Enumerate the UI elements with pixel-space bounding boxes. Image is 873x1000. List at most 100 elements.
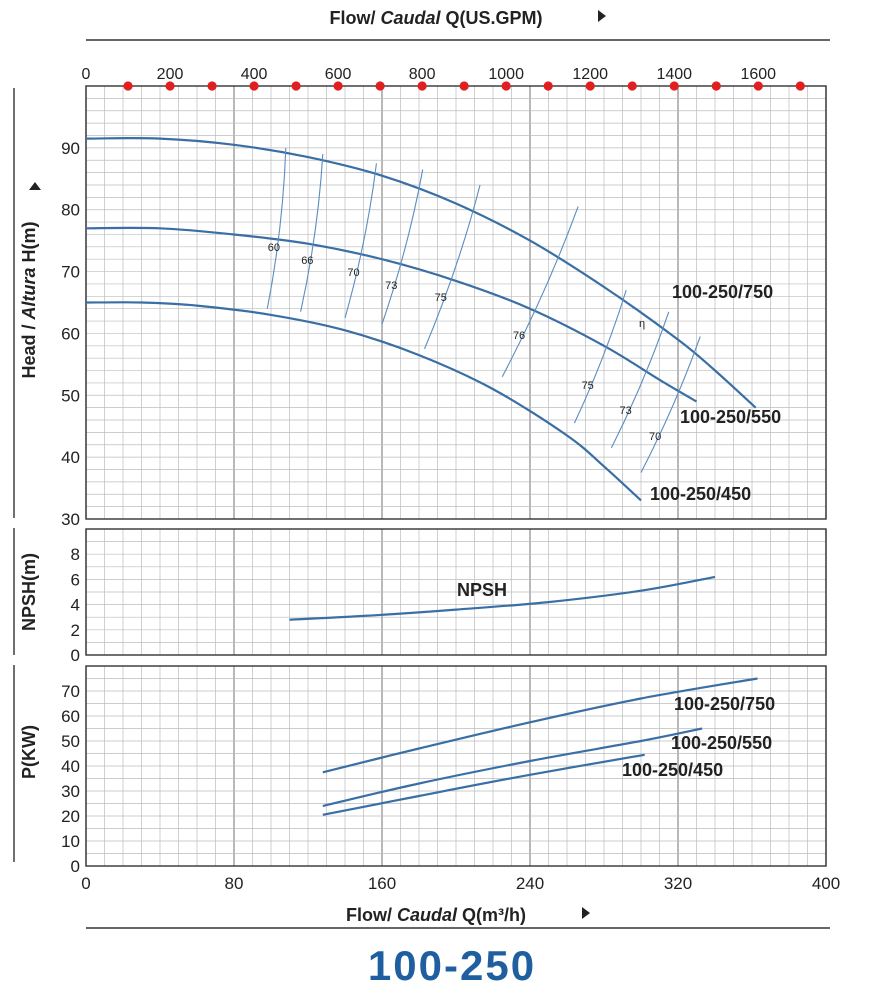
gpm-marker <box>165 81 175 91</box>
npsh-y-tick: 8 <box>71 545 80 564</box>
gpm-marker <box>501 81 511 91</box>
power-axis-title: P(KW) <box>19 725 39 779</box>
head-label-750: 100-250/750 <box>672 282 773 302</box>
grid-panel-head <box>85 85 827 520</box>
flow-x-tick: 400 <box>812 874 840 893</box>
grid-panel-npsh <box>85 528 827 656</box>
power-curve-100-250-450 <box>322 753 645 816</box>
power-label-450: 100-250/450 <box>622 760 723 780</box>
npsh-label: NPSH <box>457 580 507 600</box>
efficiency-label: 75 <box>435 292 447 304</box>
gpm-marker <box>249 81 259 91</box>
efficiency-label: 60 <box>268 242 280 254</box>
gpm-marker <box>375 81 385 91</box>
power-label-750: 100-250/750 <box>674 694 775 714</box>
gpm-marker <box>459 81 469 91</box>
efficiency-line-70 <box>344 163 377 319</box>
model-title: 100-250 <box>368 942 536 989</box>
efficiency-line-75 <box>424 184 481 350</box>
npsh-y-tick: 4 <box>71 596 80 615</box>
gpm-marker <box>123 81 133 91</box>
efficiency-line-60 <box>266 147 287 309</box>
gpm-marker <box>543 81 553 91</box>
power-y-tick: 50 <box>61 732 80 751</box>
efficiency-symbol: η <box>639 318 645 330</box>
head-axis-arrow-icon <box>29 182 41 190</box>
gpm-marker <box>207 81 217 91</box>
gpm-tick: 1600 <box>740 66 776 83</box>
efficiency-label: 66 <box>301 255 313 267</box>
gpm-marker <box>795 81 805 91</box>
efficiency-line-70 <box>640 336 701 473</box>
gpm-tick: 400 <box>241 66 268 83</box>
head-y-tick: 30 <box>61 510 80 529</box>
power-curve-100-250-550 <box>322 727 703 808</box>
npsh-axis-title: NPSH(m) <box>19 553 39 631</box>
gpm-tick: 1400 <box>656 66 692 83</box>
gpm-marker <box>291 81 301 91</box>
power-label-550: 100-250/550 <box>671 733 772 753</box>
head-y-tick: 60 <box>61 324 80 343</box>
power-y-tick: 20 <box>61 807 80 826</box>
flow-x-tick: 80 <box>225 874 244 893</box>
flow-x-tick: 160 <box>368 874 396 893</box>
head-label-450: 100-250/450 <box>650 484 751 504</box>
head-label-550: 100-250/550 <box>680 407 781 427</box>
efficiency-label: 73 <box>620 405 632 417</box>
npsh-y-tick: 2 <box>71 621 80 640</box>
flow-x-tick: 240 <box>516 874 544 893</box>
efficiency-line-73 <box>610 311 670 449</box>
head-y-tick: 80 <box>61 201 80 220</box>
top-axis-arrow-icon <box>598 10 606 22</box>
grid-panel-power <box>85 665 827 867</box>
plot-frame-power <box>85 665 827 867</box>
head-y-tick: 40 <box>61 448 80 467</box>
head-curve-100-250-750 <box>85 137 757 409</box>
flow-x-tick: 320 <box>664 874 692 893</box>
gpm-marker <box>627 81 637 91</box>
power-y-tick: 40 <box>61 757 80 776</box>
efficiency-line-75 <box>573 289 627 424</box>
power-y-tick: 30 <box>61 782 80 801</box>
power-y-tick: 60 <box>61 707 80 726</box>
power-curve-100-250-750 <box>322 677 758 774</box>
plot-frame-npsh <box>85 528 827 656</box>
gpm-marker <box>753 81 763 91</box>
efficiency-label: 73 <box>385 280 397 292</box>
efficiency-label: 76 <box>513 330 525 342</box>
gpm-tick: 1200 <box>572 66 608 83</box>
power-y-tick: 70 <box>61 682 80 701</box>
gpm-marker <box>417 81 427 91</box>
npsh-y-tick: 0 <box>71 646 80 665</box>
gpm-marker <box>711 81 721 91</box>
head-y-tick: 90 <box>61 139 80 158</box>
efficiency-label: 75 <box>582 380 594 392</box>
flow-x-tick: 0 <box>81 874 90 893</box>
efficiency-label: 70 <box>649 431 661 443</box>
bottom-axis-title: Flow/ Caudal Q(m³/h) <box>346 905 526 925</box>
gpm-tick: 200 <box>157 66 184 83</box>
efficiency-line-73 <box>381 169 424 325</box>
head-axis-title: Head / Altura H(m) <box>19 221 39 378</box>
efficiency-label: 70 <box>347 267 359 279</box>
gpm-tick: 800 <box>409 66 436 83</box>
gpm-marker <box>669 81 679 91</box>
gpm-marker <box>585 81 595 91</box>
head-curve-100-250-450 <box>85 301 642 502</box>
top-axis-title: Flow/ Caudal Q(US.GPM) <box>329 8 542 28</box>
npsh-y-tick: 6 <box>71 570 80 589</box>
bottom-axis-arrow-icon <box>582 907 590 919</box>
power-y-tick: 10 <box>61 832 80 851</box>
power-y-tick: 0 <box>71 857 80 876</box>
head-y-tick: 50 <box>61 386 80 405</box>
efficiency-line-66 <box>300 154 324 312</box>
gpm-tick: 1000 <box>488 66 524 83</box>
gpm-tick: 0 <box>82 66 91 83</box>
gpm-marker <box>333 81 343 91</box>
efficiency-line-76 <box>501 206 579 377</box>
head-y-tick: 70 <box>61 263 80 282</box>
npsh-curve <box>289 575 716 621</box>
head-curve-100-250-550 <box>85 226 698 403</box>
gpm-tick: 600 <box>325 66 352 83</box>
